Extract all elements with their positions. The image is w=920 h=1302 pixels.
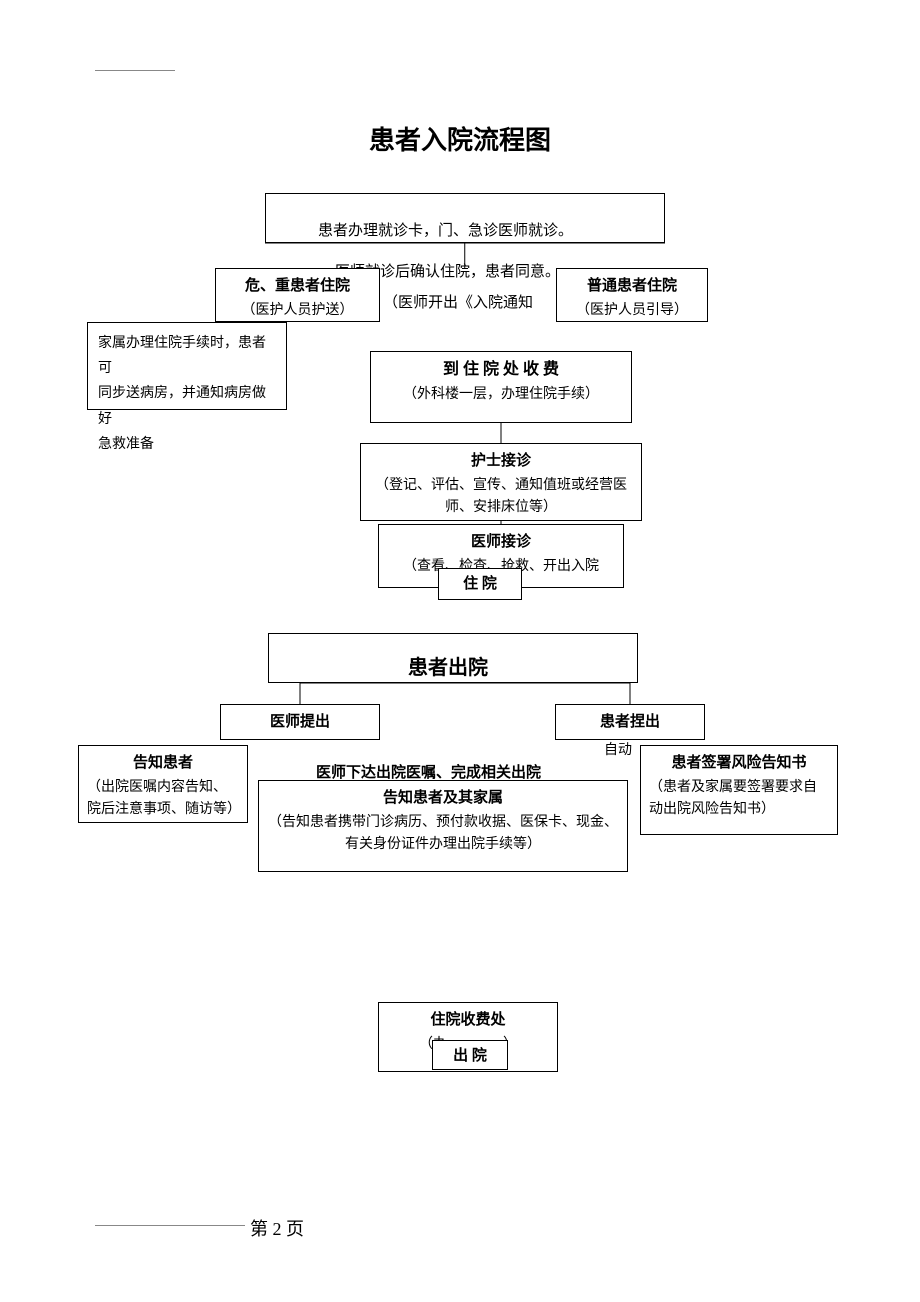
step-register-line1: 患者办理就诊卡，门、急诊医师就诊。	[318, 218, 573, 245]
step-inform-patient: 告知患者 （出院医嘱内容告知、院后注意事项、随访等）	[78, 745, 248, 823]
top-mark	[95, 70, 175, 71]
pat-raise-frag: 自动	[604, 738, 632, 763]
family-l1: 家属办理住院手续时，患者可	[98, 331, 276, 381]
doctor-title: 医师接诊	[379, 525, 623, 554]
nurse-sub: （登记、评估、宣传、通知值班或经营医师、安排床位等）	[361, 473, 641, 526]
risk-sub: （患者及家属要签署要求自动出院风险告知书）	[641, 775, 837, 828]
inform-sub: （出院医嘱内容告知、院后注意事项、随访等）	[79, 775, 247, 828]
fee-title: 到 住 院 处 收 费	[371, 352, 631, 382]
discharge-title: 出 院	[433, 1041, 507, 1072]
section-discharge-title: 患者出院	[408, 650, 488, 686]
footer-rule	[95, 1225, 245, 1226]
nurse-title: 护士接诊	[361, 444, 641, 473]
page: 患者入院流程图 患者办理就诊卡，门、急诊医师就诊。 医师就诊后确认住院，患者同意…	[0, 0, 920, 1302]
fee-sub: （外科楼一层，办理住院手续）	[371, 382, 631, 412]
branch-patient-raise: 患者捏出	[555, 704, 705, 740]
branch-doctor-raise: 医师提出	[220, 704, 380, 740]
step-inform-family: 告知患者及其家属 （告知患者携带门诊病历、预付款收据、医保卡、现金、有关身份证件…	[258, 780, 628, 872]
page-title: 患者入院流程图	[0, 120, 920, 157]
step-risk-consent: 患者签署风险告知书 （患者及家属要签署要求自动出院风险告知书）	[640, 745, 838, 835]
risk-title: 患者签署风险告知书	[641, 746, 837, 775]
step-notice-line: （医师开出《入院通知	[383, 290, 533, 317]
step-discharge: 出 院	[432, 1040, 508, 1070]
step-inpatient: 住 院	[438, 568, 522, 600]
inform-family-title: 告知患者及其家属	[259, 781, 627, 810]
doc-raise-title: 医师提出	[221, 705, 379, 740]
branch-critical-patient: 危、重患者住院 （医护人员护送）	[215, 268, 380, 322]
branch-normal-sub: （医护人员引导）	[557, 298, 707, 328]
note-family-procedure: 家属办理住院手续时，患者可 同步送病房，并通知病房做好 急救准备	[87, 322, 287, 410]
branch-normal-patient: 普通患者住院 （医护人员引导）	[556, 268, 708, 322]
branch-critical-title: 危、重患者住院	[216, 269, 379, 298]
family-l3: 急救准备	[98, 432, 276, 457]
inform-family-sub: （告知患者携带门诊病历、预付款收据、医保卡、现金、有关身份证件办理出院手续等）	[259, 810, 627, 863]
cashier-title: 住院收费处	[379, 1003, 557, 1032]
step-nurse-reception: 护士接诊 （登记、评估、宣传、通知值班或经营医师、安排床位等）	[360, 443, 642, 521]
step-admission-fee: 到 住 院 处 收 费 （外科楼一层，办理住院手续）	[370, 351, 632, 423]
pat-raise-title: 患者捏出	[556, 705, 704, 734]
inform-title: 告知患者	[79, 746, 247, 775]
inpatient-title: 住 院	[439, 569, 521, 600]
family-l2: 同步送病房，并通知病房做好	[98, 381, 276, 431]
branch-normal-title: 普通患者住院	[557, 269, 707, 298]
page-number: 第 2 页	[250, 1215, 304, 1241]
